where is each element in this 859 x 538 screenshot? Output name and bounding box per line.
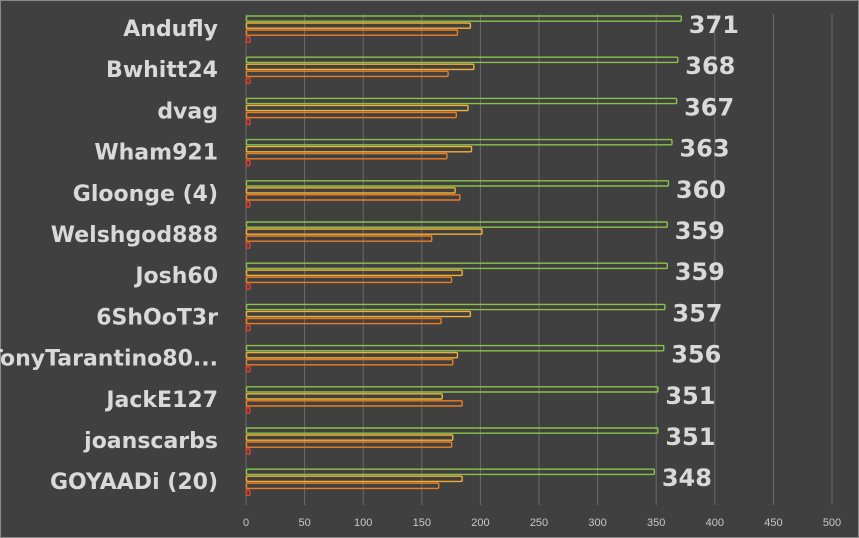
total-value-label: 356	[671, 341, 721, 369]
bar-7-series-1	[245, 262, 668, 270]
x-tick-label: 50	[298, 517, 310, 529]
bar-5-series-4	[245, 201, 251, 208]
bar-10-series-4	[245, 407, 251, 414]
bar-9-series-1	[245, 344, 665, 352]
x-tick-label: 350	[647, 517, 665, 529]
category-label: TonyTarantino80...	[0, 347, 218, 372]
total-value-label: 348	[662, 464, 712, 492]
category-label: dvag	[157, 99, 218, 124]
bar-11-series-1	[245, 427, 659, 434]
category-label: 6ShOoT3r	[96, 305, 218, 330]
total-value-label: 351	[665, 382, 715, 410]
category-label: Josh60	[133, 264, 218, 289]
bar-5-series-3	[245, 194, 461, 201]
category-label: JackE127	[104, 388, 218, 413]
bar-8-series-1	[245, 303, 666, 311]
total-value-label: 363	[679, 135, 729, 163]
bars	[245, 15, 683, 497]
gridlines	[245, 14, 833, 505]
bar-6-series-2	[245, 228, 483, 235]
category-label: Wham921	[94, 141, 218, 166]
bar-11-series-2	[245, 434, 454, 441]
bar-8-series-4	[245, 324, 251, 332]
bar-7-series-3	[245, 276, 453, 284]
bar-3-series-4	[245, 118, 251, 126]
bar-3-series-3	[245, 111, 457, 119]
bar-8-series-2	[245, 310, 472, 318]
bar-12-series-3	[245, 482, 440, 490]
bar-5-series-2	[245, 187, 456, 194]
category-label: Bwhitt24	[106, 58, 218, 83]
bar-1-series-3	[245, 29, 459, 36]
bar-5-series-1	[245, 180, 670, 187]
bar-8-series-3	[245, 317, 442, 325]
category-label: joanscarbs	[83, 429, 218, 454]
total-value-label: 367	[684, 93, 734, 121]
category-label: Gloonge (4)	[73, 182, 218, 207]
bar-2-series-4	[245, 77, 251, 85]
total-value-label: 368	[685, 52, 735, 80]
x-tick-label: 400	[706, 517, 724, 529]
bar-12-series-2	[245, 475, 463, 483]
total-value-label: 351	[665, 423, 715, 451]
x-tick-label: 100	[354, 517, 372, 529]
bar-10-series-2	[245, 393, 443, 400]
bar-6-series-4	[245, 242, 251, 249]
bar-12-series-4	[245, 489, 251, 497]
bar-3-series-2	[245, 104, 469, 112]
bar-1-series-2	[245, 22, 472, 29]
category-label: Welshgod888	[51, 223, 218, 248]
bar-10-series-1	[245, 386, 659, 393]
total-value-label: 371	[689, 11, 739, 39]
total-value-label: 357	[672, 299, 722, 327]
x-tick-label: 500	[823, 517, 841, 529]
bar-1-series-1	[245, 15, 683, 22]
bar-11-series-4	[245, 448, 251, 455]
x-tick-label: 200	[471, 517, 489, 529]
bar-9-series-2	[245, 351, 459, 359]
bar-3-series-1	[245, 97, 678, 105]
bar-4-series-3	[245, 152, 448, 160]
bar-6-series-1	[245, 221, 668, 228]
bar-12-series-1	[245, 468, 656, 476]
total-value-label: 360	[676, 176, 726, 204]
x-tick-label: 300	[588, 517, 606, 529]
bar-10-series-3	[245, 400, 463, 407]
bar-2-series-3	[245, 70, 449, 78]
bar-4-series-2	[245, 145, 473, 153]
bar-2-series-2	[245, 63, 475, 71]
x-tick-label: 0	[243, 517, 249, 529]
labels: 0 50 100 150 200 250 300 350 400 450 500 Andufly 371…	[0, 11, 841, 529]
bar-4-series-1	[245, 138, 673, 146]
bar-7-series-2	[245, 269, 463, 277]
bar-2-series-1	[245, 56, 679, 64]
x-tick-label: 450	[764, 517, 782, 529]
x-tick-label: 250	[530, 517, 548, 529]
bar-6-series-3	[245, 235, 433, 242]
bar-11-series-3	[245, 441, 453, 448]
category-label: GOYAADi (20)	[50, 470, 218, 495]
total-value-label: 359	[675, 258, 725, 286]
category-label: Andufly	[123, 17, 218, 42]
bar-4-series-4	[245, 159, 251, 167]
x-tick-label: 150	[413, 517, 431, 529]
bar-1-series-4	[245, 36, 251, 43]
total-value-label: 359	[675, 217, 725, 245]
bar-9-series-4	[245, 365, 251, 373]
bar-7-series-4	[245, 283, 251, 291]
bar-9-series-3	[245, 358, 454, 366]
